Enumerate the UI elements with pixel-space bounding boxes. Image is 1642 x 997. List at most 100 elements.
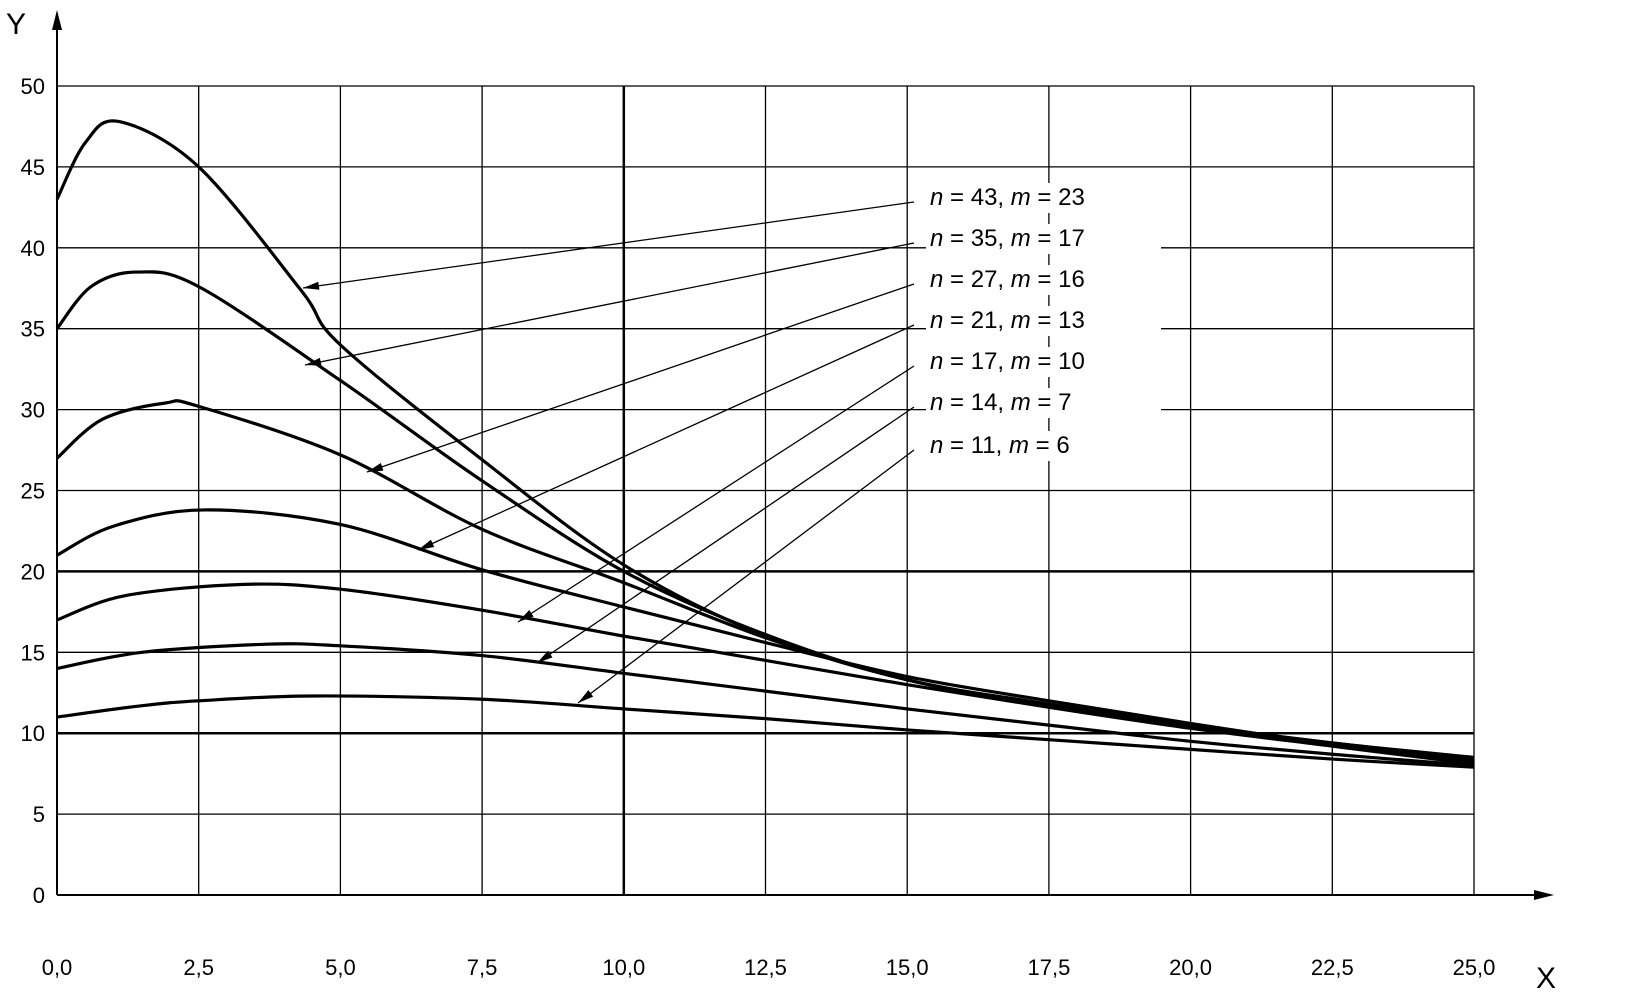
series-line bbox=[55, 399, 1475, 763]
label-separator: = bbox=[943, 184, 970, 211]
label-separator: = bbox=[1031, 225, 1058, 252]
leader-line bbox=[417, 324, 915, 551]
label-separator: = bbox=[943, 266, 970, 293]
label-background bbox=[926, 183, 1161, 213]
series-label: n = 43, m = 23 bbox=[930, 184, 1085, 211]
leader-arrow-icon bbox=[367, 463, 384, 472]
label-separator: , bbox=[997, 307, 1010, 334]
x-tick-label: 5,0 bbox=[325, 955, 356, 980]
label-variable: m bbox=[1011, 266, 1031, 293]
label-m-value: 13 bbox=[1058, 307, 1085, 334]
y-tick-label: 20 bbox=[21, 559, 45, 584]
label-separator: = bbox=[943, 389, 970, 416]
label-separator: = bbox=[943, 432, 970, 459]
x-tick-label: 17,5 bbox=[1027, 955, 1070, 980]
label-variable: m bbox=[1011, 348, 1031, 375]
leader-arrow-icon bbox=[303, 281, 320, 290]
series-line bbox=[56, 642, 1475, 768]
y-tick-label: 15 bbox=[21, 640, 45, 665]
label-m-value: 7 bbox=[1058, 389, 1071, 416]
series-lines bbox=[55, 119, 1475, 769]
y-tick-label: 10 bbox=[21, 721, 45, 746]
series-line bbox=[56, 694, 1475, 769]
y-tick-label: 0 bbox=[33, 883, 45, 908]
label-variable: m bbox=[1009, 432, 1029, 459]
label-separator: = bbox=[943, 348, 970, 375]
label-n-value: 11 bbox=[971, 432, 996, 459]
label-separator: , bbox=[996, 432, 1009, 459]
series-label: n = 21, m = 13 bbox=[930, 307, 1085, 334]
label-variable: n bbox=[930, 184, 943, 211]
leader-line bbox=[366, 283, 915, 473]
label-separator: , bbox=[997, 348, 1010, 375]
label-n-value: 27 bbox=[971, 266, 998, 293]
x-tick-label: 12,5 bbox=[744, 955, 787, 980]
series-label: n = 17, m = 10 bbox=[930, 348, 1085, 375]
y-tick-label: 40 bbox=[21, 236, 45, 261]
label-separator: = bbox=[1029, 432, 1056, 459]
leader-arrow-icon bbox=[518, 609, 534, 622]
x-tick-label: 20,0 bbox=[1169, 955, 1212, 980]
label-variable: m bbox=[1011, 184, 1031, 211]
leader-arrow-icon bbox=[418, 539, 435, 550]
label-background bbox=[926, 347, 1161, 377]
series-label: n = 11, m = 6 bbox=[930, 432, 1070, 459]
x-axis-label: X bbox=[1536, 962, 1556, 995]
y-tick-label: 25 bbox=[21, 479, 45, 504]
y-tick-label: 45 bbox=[21, 155, 45, 180]
series-labels: n = 43, m = 23n = 35, m = 17n = 27, m = … bbox=[302, 183, 1161, 704]
y-tick-label: 50 bbox=[21, 74, 45, 99]
label-n-value: 21 bbox=[971, 307, 998, 334]
leader-arrow-icon bbox=[537, 650, 553, 663]
label-separator: = bbox=[943, 225, 970, 252]
leader-line bbox=[517, 365, 915, 623]
label-background bbox=[926, 306, 1161, 336]
x-tick-label: 10,0 bbox=[602, 955, 645, 980]
leader-arrow-icon bbox=[578, 690, 594, 703]
series-line bbox=[56, 582, 1475, 766]
leader-line bbox=[577, 449, 915, 704]
label-variable: n bbox=[930, 266, 943, 293]
series-label: n = 35, m = 17 bbox=[930, 225, 1085, 252]
label-m-value: 17 bbox=[1058, 225, 1085, 252]
leader-line bbox=[304, 242, 915, 366]
x-tick-label: 15,0 bbox=[886, 955, 929, 980]
x-tick-label: 2,5 bbox=[183, 955, 214, 980]
tick-labels: 0,0 2,5 5,0 7,5 10,0 12,5 15,0 17,5 20,0 22,5 25,0… bbox=[21, 74, 1496, 980]
y-tick-label: 35 bbox=[21, 317, 45, 342]
label-background bbox=[926, 431, 1161, 461]
label-variable: n bbox=[930, 307, 943, 334]
y-axis-label: Y bbox=[6, 8, 26, 41]
x-tick-label: 7,5 bbox=[467, 955, 498, 980]
label-background bbox=[926, 265, 1161, 295]
label-variable: m bbox=[1011, 389, 1031, 416]
label-n-value: 17 bbox=[971, 348, 998, 375]
label-m-value: 6 bbox=[1056, 432, 1069, 459]
label-separator: = bbox=[1031, 184, 1058, 211]
label-separator: , bbox=[997, 184, 1010, 211]
x-tick-label: 0,0 bbox=[42, 955, 73, 980]
label-background bbox=[926, 388, 1161, 418]
label-variable: n bbox=[930, 389, 943, 416]
x-tick-label: 25,0 bbox=[1453, 955, 1496, 980]
label-separator: = bbox=[1031, 389, 1058, 416]
x-tick-label: 22,5 bbox=[1311, 955, 1354, 980]
label-m-value: 10 bbox=[1058, 348, 1085, 375]
leader-line bbox=[536, 406, 915, 664]
label-separator: , bbox=[997, 266, 1010, 293]
series-label: n = 27, m = 16 bbox=[930, 266, 1085, 293]
label-separator: , bbox=[997, 389, 1010, 416]
label-variable: n bbox=[930, 225, 943, 252]
series-label: n = 14, m = 7 bbox=[930, 389, 1071, 416]
label-variable: m bbox=[1011, 225, 1031, 252]
label-separator: = bbox=[1031, 348, 1058, 375]
label-separator: , bbox=[997, 225, 1010, 252]
y-tick-label: 5 bbox=[33, 802, 45, 827]
leader-arrow-icon bbox=[305, 357, 322, 366]
label-n-value: 14 bbox=[971, 389, 998, 416]
label-separator: = bbox=[943, 307, 970, 334]
axes bbox=[52, 10, 1554, 900]
label-n-value: 35 bbox=[971, 225, 998, 252]
label-n-value: 43 bbox=[971, 184, 998, 211]
